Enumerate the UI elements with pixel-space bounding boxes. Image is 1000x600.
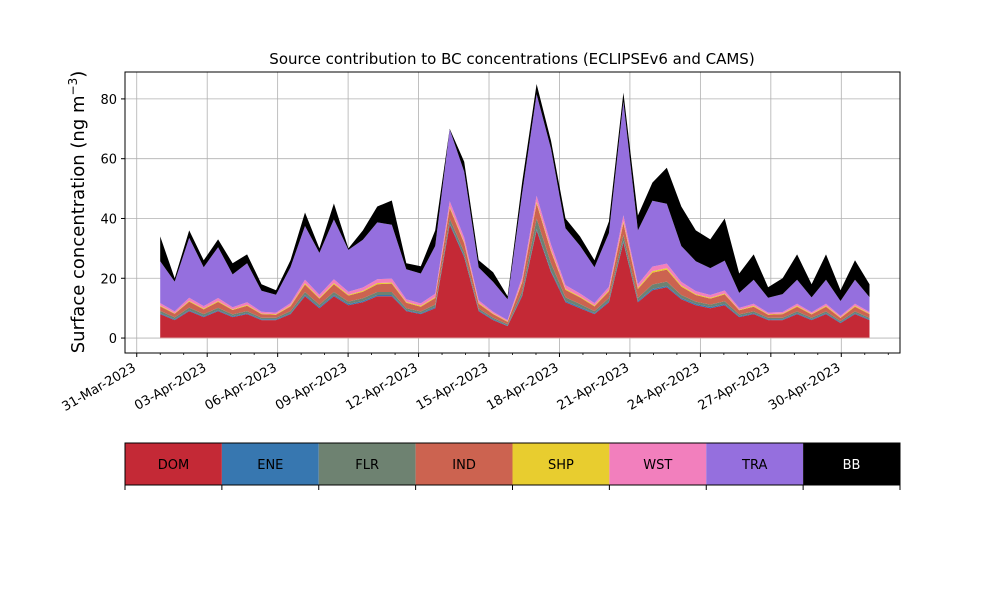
area-ene — [160, 223, 870, 327]
legend-swatch-dom — [125, 443, 222, 485]
y-tick-label: 0 — [109, 332, 117, 347]
legend-label-tra: TRA — [741, 458, 767, 473]
y-axis-label-main: Surface concentration (ng m — [68, 95, 89, 353]
area-tra — [160, 94, 870, 321]
legend-swatch-bb — [803, 443, 900, 485]
legend-swatch-ind — [415, 443, 513, 485]
area-ind — [160, 203, 870, 325]
legend-label-bb: BB — [843, 458, 861, 473]
y-axis-label: Surface concentration (ng m−3) — [66, 71, 89, 354]
legend-label-wst: WST — [643, 458, 672, 473]
legend-swatch-ene — [221, 443, 319, 485]
legend-swatch-shp — [512, 443, 610, 485]
legend-label-dom: DOM — [158, 458, 189, 473]
chart-title: Source contribution to BC concentrations… — [269, 50, 754, 68]
area-flr — [160, 218, 870, 326]
area-series — [160, 84, 870, 339]
legend-label-flr: FLR — [355, 458, 379, 473]
y-tick-label: 20 — [100, 272, 117, 287]
legend-label-ind: IND — [452, 458, 476, 473]
y-axis-label-suffix: ) — [68, 71, 89, 78]
y-tick-label: 40 — [100, 212, 117, 227]
legend-colorbar: DOM ENE FLR IND SHP WST TRA BB — [124, 442, 901, 490]
legend-swatch-tra — [706, 443, 804, 485]
legend-label-shp: SHP — [548, 458, 574, 473]
area-bb — [160, 84, 870, 301]
legend-swatch-wst — [609, 443, 707, 485]
y-tick-label: 60 — [100, 153, 117, 168]
y-axis-label-superscript: −3 — [66, 78, 80, 96]
legend-label-ene: ENE — [257, 458, 283, 473]
area-dom — [160, 224, 870, 339]
area-wst — [160, 195, 870, 322]
y-tick-label: 80 — [100, 93, 117, 108]
legend-swatch-flr — [318, 443, 416, 485]
